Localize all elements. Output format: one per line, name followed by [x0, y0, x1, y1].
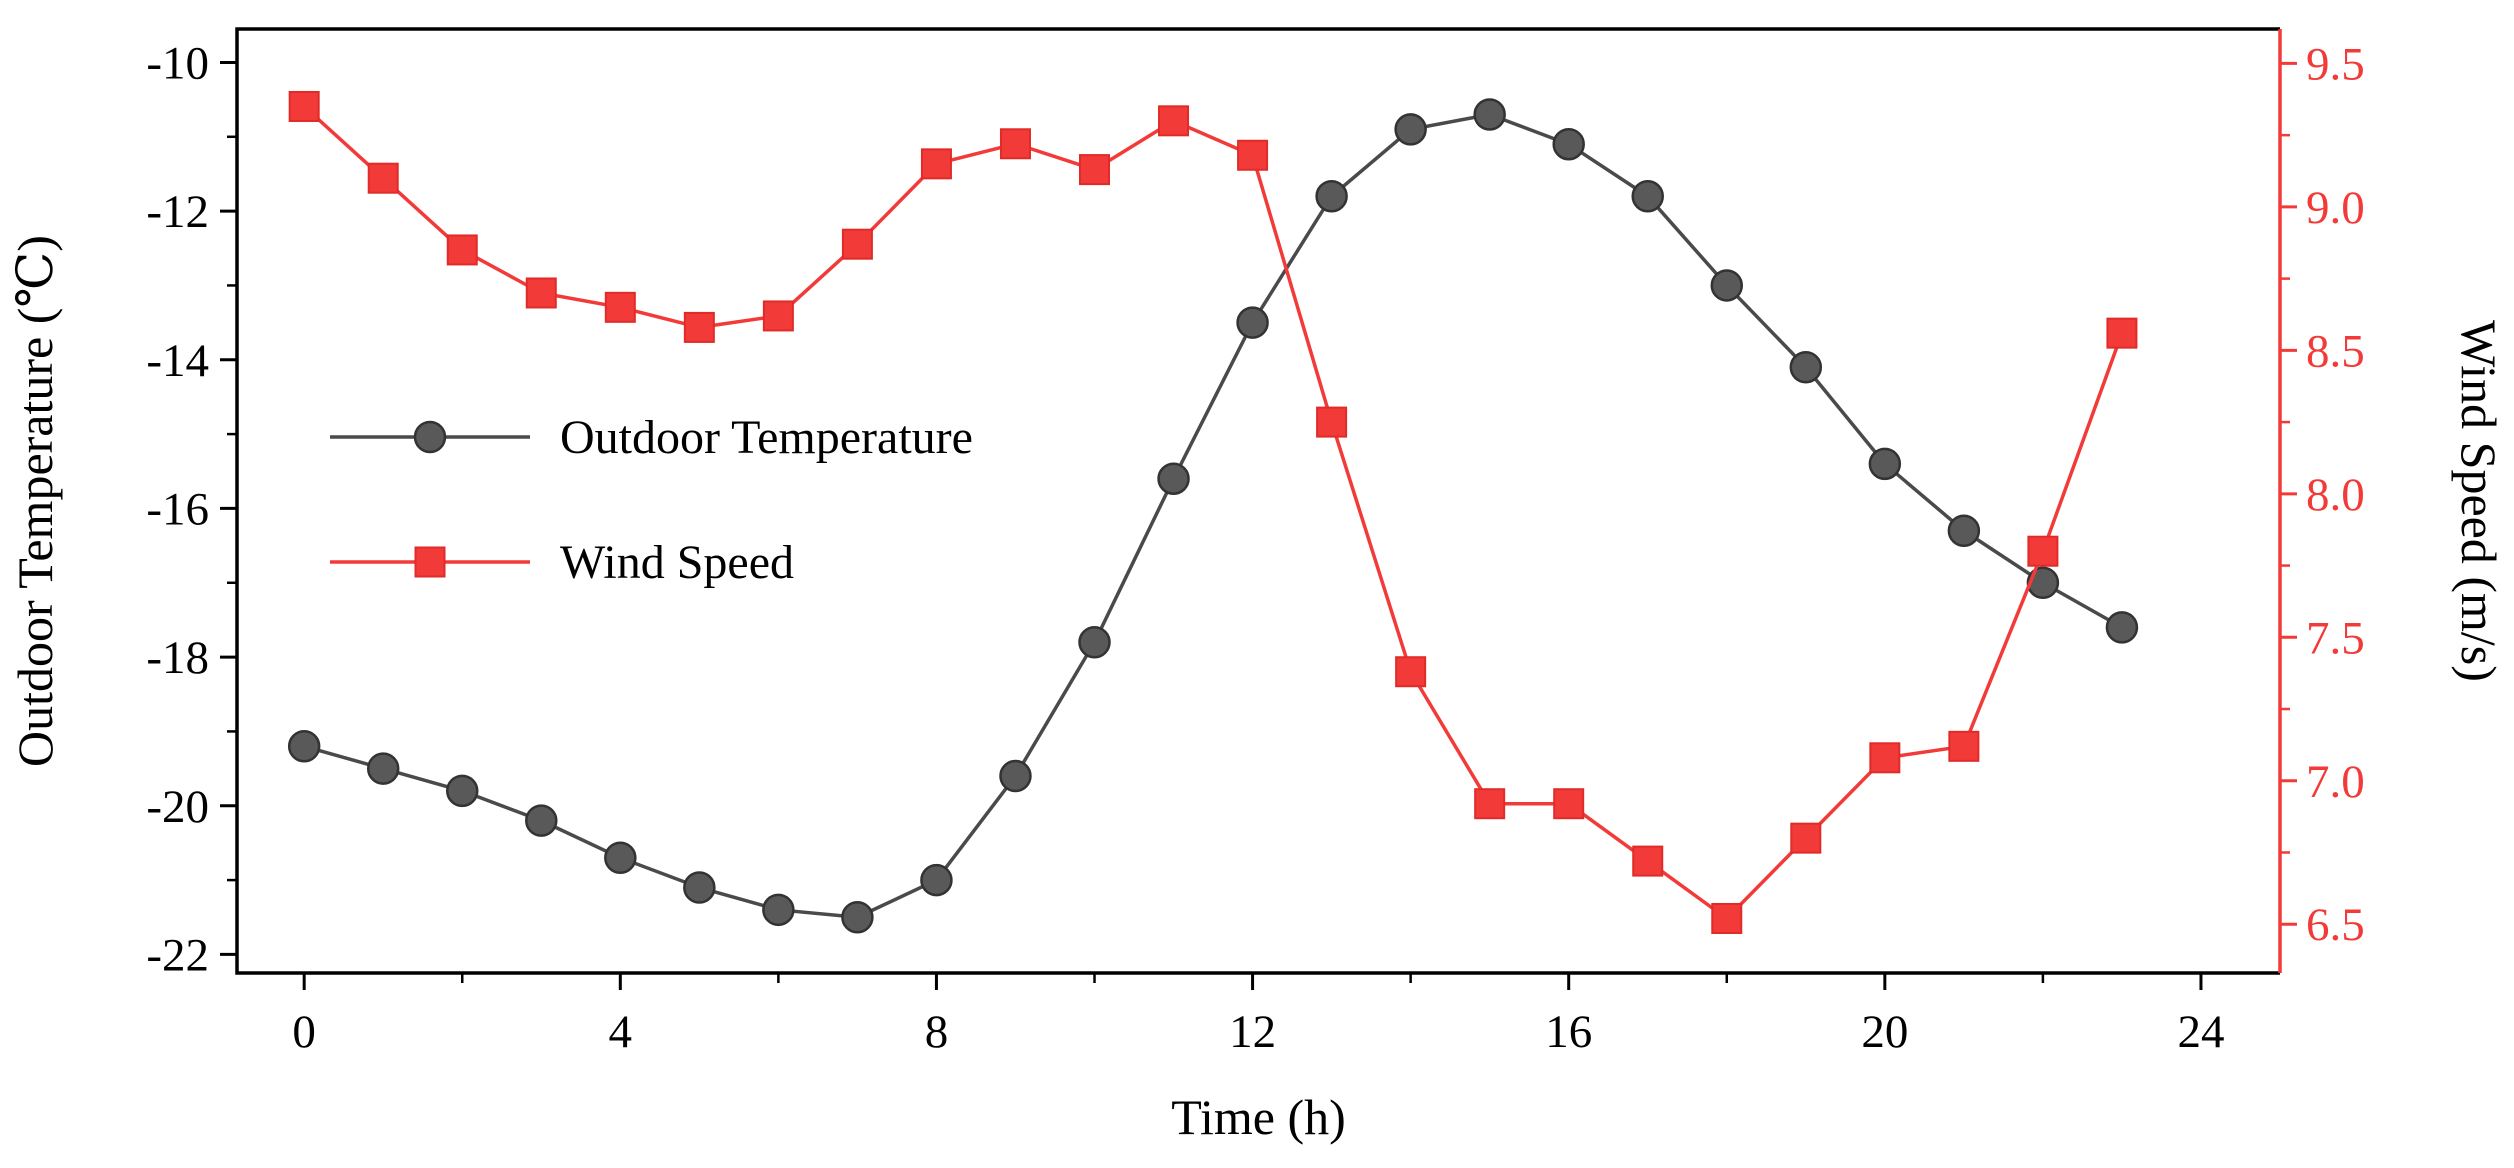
circle-marker	[1947, 514, 1981, 547]
circle-marker	[2105, 611, 2139, 644]
square-marker	[841, 228, 873, 260]
circle-marker	[1236, 306, 1269, 339]
left-tick-label: -18	[146, 632, 209, 684]
right-axis-label: Wind Speed (m/s)	[2451, 320, 2507, 682]
square-marker	[446, 234, 478, 266]
right-y-axis: 9.5 9.0 8.5 8.0 7.5 7.0 6.5 Wind Speed (m/s)	[2280, 38, 2507, 951]
circle-marker	[762, 893, 795, 927]
circle-marker	[1710, 269, 1744, 302]
legend: Outdoor Temperature Wind Speed	[330, 411, 973, 589]
x-tick-label: 4	[609, 1006, 633, 1058]
square-marker	[1237, 139, 1269, 171]
x-tick-label: 24	[2177, 1006, 2224, 1058]
legend-label: Outdoor Temperature	[560, 411, 973, 464]
x-tick-label: 16	[1545, 1006, 1592, 1058]
square-marker	[1158, 105, 1190, 137]
circle-marker	[604, 841, 637, 875]
square-marker	[920, 148, 952, 180]
right-tick-label: 8.0	[2306, 469, 2365, 521]
square-marker	[1395, 656, 1427, 688]
x-tick-label: 12	[1229, 1006, 1276, 1058]
square-marker	[1948, 730, 1980, 762]
plot-frame	[235, 27, 2282, 975]
square-marker	[1790, 822, 1822, 854]
square-marker	[1711, 902, 1743, 934]
left-tick-label: -14	[146, 335, 209, 387]
circle-marker	[920, 863, 953, 897]
series-line	[303, 105, 2124, 921]
square-marker	[683, 311, 715, 343]
circle-marker	[1868, 447, 1902, 481]
right-tick-label: 9.5	[2306, 38, 2365, 90]
left-tick-label: -22	[146, 929, 209, 981]
circle-marker	[2026, 566, 2060, 600]
square-marker	[2027, 535, 2059, 567]
frame-black-spines	[235, 27, 2280, 975]
x-axis: 0 4 8 12 16 20 24 Time (h)	[292, 973, 2224, 1145]
right-tick-label: 7.5	[2306, 612, 2365, 664]
circle-marker	[1789, 350, 1823, 384]
square-marker	[1316, 406, 1348, 438]
temperature-series	[287, 98, 2139, 934]
circle-marker	[1315, 179, 1348, 213]
circle-marker	[1078, 625, 1111, 659]
square-marker	[1079, 154, 1111, 186]
left-tick-label: -12	[146, 186, 209, 238]
square-marker	[999, 128, 1031, 160]
legend-label: Wind Speed	[560, 536, 794, 589]
square-marker	[1869, 742, 1901, 774]
right-tick-label: 6.5	[2306, 899, 2365, 951]
square-marker	[1474, 788, 1506, 820]
circle-marker	[999, 759, 1032, 793]
x-tick-label: 8	[925, 1006, 949, 1058]
square-marker	[1553, 788, 1585, 820]
circle-marker	[1394, 113, 1427, 146]
left-tick-label: -20	[146, 781, 209, 833]
square-marker	[2106, 317, 2138, 349]
circle-marker	[366, 752, 400, 785]
circle-marker	[525, 804, 558, 837]
circle-marker	[1552, 127, 1585, 161]
circle-marker	[445, 774, 479, 808]
square-marker	[414, 546, 446, 578]
square-marker	[604, 291, 636, 323]
circle-marker	[1157, 462, 1190, 495]
left-tick-label: -10	[146, 37, 209, 89]
square-marker	[525, 277, 557, 309]
square-marker	[1632, 845, 1664, 877]
series-line	[303, 112, 2123, 920]
circle-marker	[287, 730, 321, 763]
x-axis-label: Time (h)	[1171, 1089, 1346, 1145]
wind-speed-series	[288, 90, 2138, 934]
right-tick-label: 8.5	[2306, 325, 2365, 377]
circle-marker	[841, 901, 874, 934]
circle-marker	[413, 420, 447, 454]
square-marker	[367, 162, 399, 194]
right-tick-label: 9.0	[2306, 182, 2365, 234]
left-axis-label: Outdoor Temperature (℃)	[7, 235, 63, 767]
circle-marker	[1631, 179, 1664, 213]
x-tick-label: 0	[292, 1006, 316, 1058]
left-y-axis: -10 -12 -14 -16 -18 -20 -22 Outdoor Temperature…	[7, 37, 237, 981]
circle-marker	[1473, 98, 1506, 131]
square-marker	[288, 90, 320, 122]
circle-marker	[683, 871, 716, 904]
right-tick-label: 7.0	[2306, 756, 2365, 808]
square-marker	[762, 300, 794, 332]
left-tick-label: -16	[146, 483, 209, 535]
x-tick-label: 20	[1861, 1006, 1908, 1058]
